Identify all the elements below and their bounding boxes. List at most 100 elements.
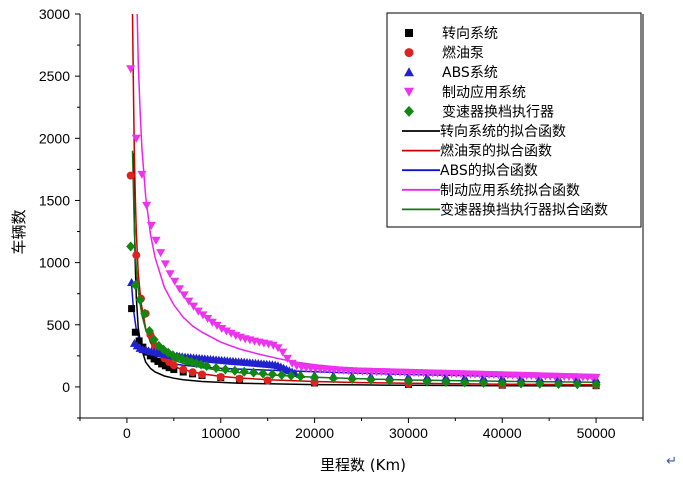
data-point bbox=[287, 359, 297, 368]
data-point bbox=[126, 171, 135, 180]
legend-label: ABS系统 bbox=[442, 65, 498, 81]
data-point bbox=[220, 364, 230, 375]
data-point bbox=[554, 378, 564, 389]
axes: 0 10000 20000 30000 40000 50000 0 500 1000 1500 20… bbox=[39, 6, 644, 441]
data-point bbox=[126, 65, 136, 74]
legend-marker bbox=[405, 29, 413, 37]
data-point bbox=[230, 365, 240, 376]
legend-marker bbox=[404, 105, 414, 117]
plot-area bbox=[126, 14, 601, 390]
data-point bbox=[516, 378, 526, 389]
legend-marker bbox=[404, 87, 414, 97]
data-point bbox=[198, 311, 208, 320]
legend-entry: 制动应用系统 bbox=[404, 84, 526, 101]
legend-entry: 转向系统的拟合函数 bbox=[402, 124, 566, 140]
data-point bbox=[497, 373, 507, 382]
legend-label: 燃油泵 bbox=[442, 45, 484, 62]
y-axis-title: 车辆数 bbox=[10, 209, 28, 254]
data-point bbox=[221, 327, 231, 336]
data-point bbox=[249, 367, 259, 378]
data-point bbox=[144, 325, 154, 336]
data-point bbox=[131, 328, 139, 336]
data-point bbox=[217, 324, 227, 333]
legend-entry: 变速器换挡执行器拟合函数 bbox=[402, 201, 608, 218]
data-point bbox=[179, 365, 188, 374]
legend-entry: 制动应用系统拟合函数 bbox=[402, 182, 580, 199]
data-point bbox=[258, 368, 268, 379]
y-tick-label: 500 bbox=[47, 317, 71, 333]
data-point bbox=[161, 362, 169, 370]
legend-marker bbox=[404, 48, 414, 58]
data-point bbox=[328, 373, 338, 384]
data-point bbox=[128, 305, 136, 313]
data-point bbox=[193, 307, 203, 316]
data-point bbox=[135, 294, 145, 305]
y-tick-label: 3000 bbox=[39, 6, 70, 22]
data-point bbox=[310, 372, 320, 383]
data-point bbox=[160, 260, 170, 269]
data-point bbox=[140, 308, 150, 319]
y-tick-label: 2000 bbox=[39, 130, 70, 146]
data-point bbox=[268, 341, 278, 350]
x-tick-label: 0 bbox=[123, 425, 131, 441]
legend-marker bbox=[404, 67, 414, 77]
data-point bbox=[137, 170, 147, 179]
data-point bbox=[165, 270, 175, 279]
data-point bbox=[165, 364, 173, 372]
data-point bbox=[188, 368, 197, 377]
data-point bbox=[151, 236, 161, 245]
legend-label: 变速器换挡执行器拟合函数 bbox=[440, 201, 608, 218]
x-tick-label: 30000 bbox=[389, 425, 428, 441]
data-point bbox=[150, 355, 158, 363]
data-point bbox=[126, 241, 136, 252]
x-tick-label: 20000 bbox=[295, 425, 334, 441]
legend-entry: 转向系统 bbox=[405, 26, 498, 42]
data-point bbox=[132, 251, 141, 260]
data-point bbox=[235, 374, 244, 383]
legend-entry: 变速器换档执行器 bbox=[404, 103, 554, 120]
return-symbol: ↵ bbox=[666, 454, 677, 469]
data-point bbox=[385, 375, 395, 386]
legend-label: 变速器换档执行器 bbox=[442, 103, 554, 120]
data-point bbox=[135, 337, 143, 345]
data-point bbox=[277, 369, 287, 380]
data-point bbox=[146, 221, 156, 230]
data-point bbox=[154, 357, 162, 365]
legend-label: 燃油泵的拟合函数 bbox=[440, 143, 552, 160]
legend-entry: ABS的拟合函数 bbox=[402, 163, 538, 179]
data-point bbox=[158, 360, 166, 368]
data-point bbox=[273, 344, 283, 353]
data-point bbox=[478, 373, 488, 382]
data-point bbox=[174, 285, 184, 294]
data-point bbox=[207, 318, 217, 327]
data-point bbox=[591, 373, 601, 382]
data-point bbox=[572, 379, 582, 390]
data-point bbox=[169, 361, 178, 370]
data-point bbox=[591, 379, 601, 390]
fit-line-5 bbox=[132, 153, 597, 387]
x-tick-label: 10000 bbox=[201, 425, 240, 441]
data-point bbox=[149, 334, 159, 345]
data-point bbox=[156, 249, 166, 258]
data-point bbox=[460, 373, 470, 382]
data-point bbox=[267, 369, 277, 380]
y-tick-label: 1500 bbox=[39, 192, 70, 208]
legend-label: 转向系统的拟合函数 bbox=[440, 124, 566, 140]
series-4 bbox=[126, 241, 601, 390]
legend-label: 转向系统 bbox=[442, 26, 498, 42]
data-point bbox=[441, 376, 451, 387]
data-point bbox=[296, 371, 306, 382]
data-point bbox=[286, 370, 296, 381]
data-point bbox=[203, 315, 213, 324]
data-point bbox=[179, 291, 189, 300]
legend-entry: 燃油泵 bbox=[404, 45, 484, 62]
data-point bbox=[278, 348, 288, 357]
data-point bbox=[366, 374, 376, 385]
data-point bbox=[142, 201, 152, 210]
data-point bbox=[184, 297, 194, 306]
data-point bbox=[263, 376, 272, 385]
data-point bbox=[202, 361, 212, 372]
data-point bbox=[535, 378, 545, 389]
